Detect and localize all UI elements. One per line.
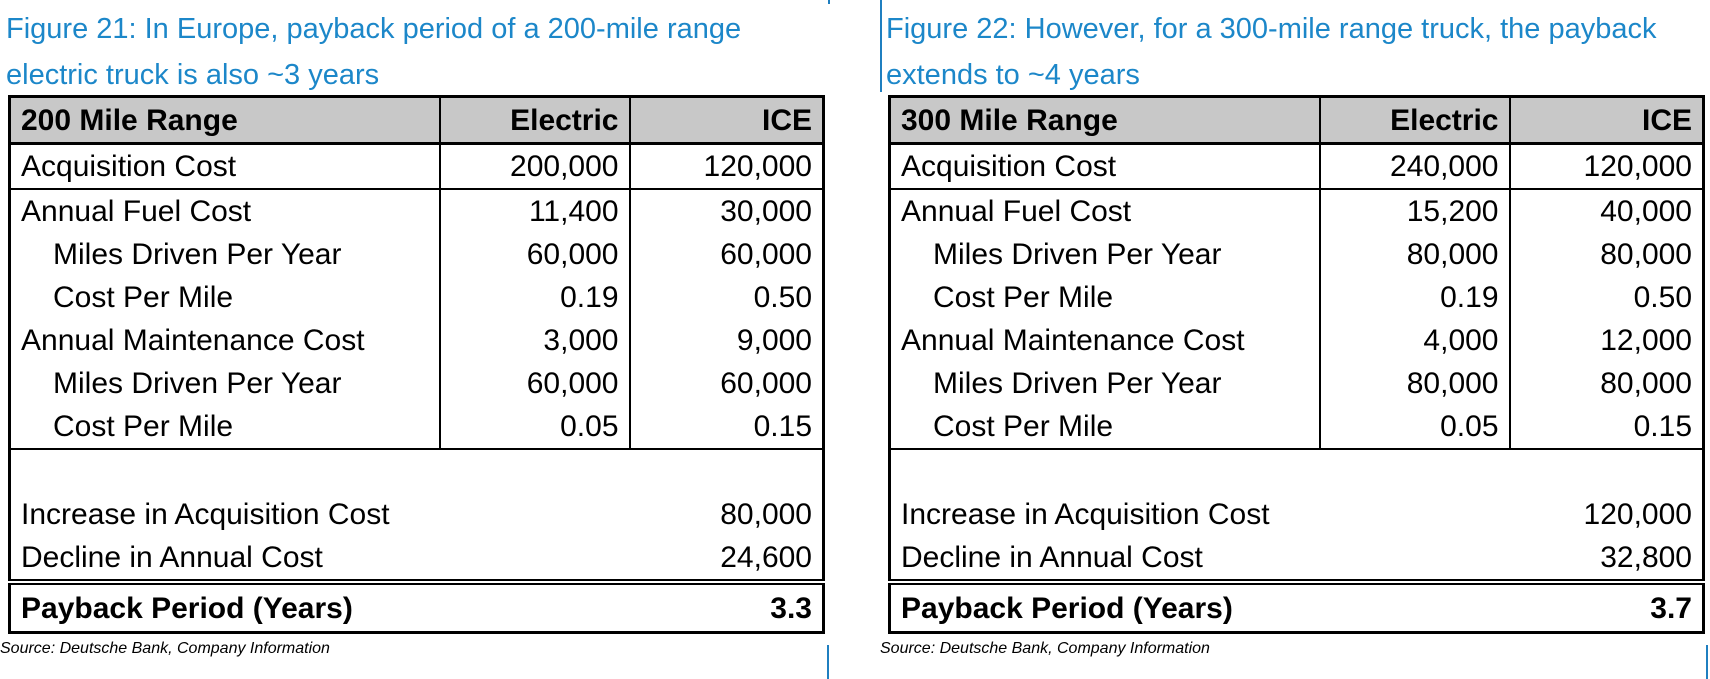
header-electric: Electric bbox=[1318, 96, 1510, 145]
figure-title: Figure 21: In Europe, payback period of … bbox=[6, 13, 742, 91]
table-row: Cost Per Mile 0.19 0.50 bbox=[890, 276, 1704, 319]
table-row: Acquisition Cost 240,000 120,000 bbox=[890, 143, 1704, 189]
row-label: Miles Driven Per Year bbox=[933, 238, 1222, 271]
payback-value: 3.7 bbox=[1509, 579, 1704, 633]
row-label: Acquisition Cost bbox=[21, 150, 237, 183]
row-label: Miles Driven Per Year bbox=[53, 238, 342, 271]
header-electric: Electric bbox=[438, 96, 630, 145]
table-row: Cost Per Mile 0.05 0.15 bbox=[10, 405, 824, 449]
table-row: Miles Driven Per Year 60,000 60,000 bbox=[10, 233, 824, 276]
table-row: Miles Driven Per Year 60,000 60,000 bbox=[10, 362, 824, 405]
table-row: Cost Per Mile 0.19 0.50 bbox=[10, 276, 824, 319]
figure-21-panel: Figure 21: In Europe, payback period of … bbox=[0, 0, 830, 679]
frame-line bbox=[880, 0, 882, 92]
table-row: Increase in Acquisition Cost 80,000 bbox=[10, 493, 824, 536]
table-row: Miles Driven Per Year 80,000 80,000 bbox=[890, 362, 1704, 405]
table-row: Decline in Annual Cost 24,600 bbox=[10, 536, 824, 582]
table-header-row: 200 Mile Range Electric ICE bbox=[9, 96, 824, 145]
row-label: Decline in Annual Cost bbox=[21, 541, 323, 574]
figure-22-panel: Figure 22: However, for a 300-mile range… bbox=[880, 0, 1710, 679]
electric-value: 4,000 bbox=[1318, 319, 1510, 362]
row-label: Annual Maintenance Cost bbox=[901, 324, 1245, 357]
ice-value: 60,000 bbox=[628, 362, 824, 405]
row-label: Annual Fuel Cost bbox=[9, 188, 440, 233]
ice-value: 12,000 bbox=[1508, 319, 1704, 362]
row-label: Miles Driven Per Year bbox=[933, 367, 1222, 400]
payback-value: 3.3 bbox=[629, 579, 824, 633]
row-label: Increase in Acquisition Cost bbox=[901, 498, 1270, 531]
electric-value: 0.19 bbox=[438, 276, 630, 319]
summary-value: 120,000 bbox=[1583, 498, 1692, 531]
frame-line bbox=[1706, 645, 1708, 679]
electric-value: 11,400 bbox=[438, 188, 630, 233]
header-range: 300 Mile Range bbox=[889, 96, 1320, 145]
ice-value: 120,000 bbox=[628, 143, 824, 189]
ice-value: 80,000 bbox=[1508, 233, 1704, 276]
ice-value: 60,000 bbox=[628, 233, 824, 276]
electric-value: 60,000 bbox=[438, 233, 630, 276]
source-note: Source: Deutsche Bank, Company Informati… bbox=[0, 640, 330, 657]
table-row: Annual Fuel Cost 11,400 30,000 bbox=[9, 188, 824, 233]
payback-label: Payback Period (Years) bbox=[9, 579, 630, 633]
electric-value: 80,000 bbox=[1318, 362, 1510, 405]
header-ice: ICE bbox=[1508, 96, 1704, 145]
row-label: Annual Maintenance Cost bbox=[21, 324, 365, 357]
row-label: Cost Per Mile bbox=[933, 281, 1114, 314]
source-note: Source: Deutsche Bank, Company Informati… bbox=[880, 640, 1210, 657]
electric-value: 0.05 bbox=[1318, 405, 1510, 449]
frame-line bbox=[828, 0, 830, 4]
table-row: Cost Per Mile 0.05 0.15 bbox=[890, 405, 1704, 449]
table-row: Increase in Acquisition Cost 120,000 bbox=[890, 493, 1704, 536]
ice-value: 0.15 bbox=[628, 405, 824, 449]
spacer-row bbox=[889, 448, 1704, 493]
summary-value: 24,600 bbox=[720, 541, 812, 574]
table-row: Annual Fuel Cost 15,200 40,000 bbox=[889, 188, 1704, 233]
electric-value: 15,200 bbox=[1318, 188, 1510, 233]
table-row: Miles Driven Per Year 80,000 80,000 bbox=[890, 233, 1704, 276]
spacer-cell bbox=[889, 448, 1704, 493]
table-row: Acquisition Cost 200,000 120,000 bbox=[10, 143, 824, 189]
ice-value: 0.15 bbox=[1508, 405, 1704, 449]
payback-table: 200 Mile Range Electric ICE Acquisition … bbox=[8, 95, 825, 634]
table-row: Annual Maintenance Cost 4,000 12,000 bbox=[890, 319, 1704, 362]
ice-value: 120,000 bbox=[1508, 143, 1704, 189]
electric-value: 0.19 bbox=[1318, 276, 1510, 319]
row-label: Acquisition Cost bbox=[901, 150, 1117, 183]
electric-value: 200,000 bbox=[438, 143, 630, 189]
payback-row: Payback Period (Years) 3.7 bbox=[889, 579, 1704, 633]
ice-value: 40,000 bbox=[1508, 188, 1704, 233]
figure-title: Figure 22: However, for a 300-mile range… bbox=[886, 13, 1657, 91]
row-label: Cost Per Mile bbox=[53, 410, 234, 443]
ice-value: 9,000 bbox=[628, 319, 824, 362]
summary-value: 32,800 bbox=[1600, 541, 1692, 574]
payback-label: Payback Period (Years) bbox=[889, 579, 1510, 633]
summary-value: 80,000 bbox=[720, 498, 812, 531]
electric-value: 60,000 bbox=[438, 362, 630, 405]
ice-value: 80,000 bbox=[1508, 362, 1704, 405]
row-label: Cost Per Mile bbox=[53, 281, 234, 314]
electric-value: 80,000 bbox=[1318, 233, 1510, 276]
electric-value: 3,000 bbox=[438, 319, 630, 362]
electric-value: 240,000 bbox=[1318, 143, 1510, 189]
header-range: 200 Mile Range bbox=[9, 96, 440, 145]
row-label: Miles Driven Per Year bbox=[53, 367, 342, 400]
payback-table: 300 Mile Range Electric ICE Acquisition … bbox=[888, 95, 1705, 634]
electric-value: 0.05 bbox=[438, 405, 630, 449]
table-row: Decline in Annual Cost 32,800 bbox=[890, 536, 1704, 582]
row-label: Annual Fuel Cost bbox=[889, 188, 1320, 233]
table-header-row: 300 Mile Range Electric ICE bbox=[889, 96, 1704, 145]
row-label: Cost Per Mile bbox=[933, 410, 1114, 443]
frame-line bbox=[827, 645, 829, 679]
row-label: Decline in Annual Cost bbox=[901, 541, 1203, 574]
ice-value: 30,000 bbox=[628, 188, 824, 233]
spacer-cell bbox=[9, 448, 824, 493]
table-row: Annual Maintenance Cost 3,000 9,000 bbox=[10, 319, 824, 362]
payback-row: Payback Period (Years) 3.3 bbox=[9, 579, 824, 633]
ice-value: 0.50 bbox=[628, 276, 824, 319]
ice-value: 0.50 bbox=[1508, 276, 1704, 319]
row-label: Increase in Acquisition Cost bbox=[21, 498, 390, 531]
header-ice: ICE bbox=[628, 96, 824, 145]
spacer-row bbox=[9, 448, 824, 493]
